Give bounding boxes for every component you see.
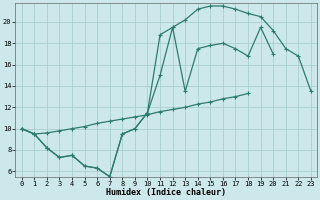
X-axis label: Humidex (Indice chaleur): Humidex (Indice chaleur) bbox=[106, 188, 226, 197]
